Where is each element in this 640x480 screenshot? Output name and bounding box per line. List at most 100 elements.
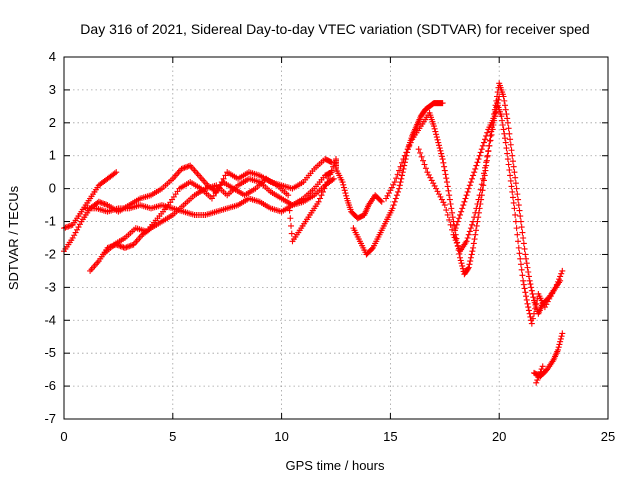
data-point-dense [479,175,486,182]
data-point-dense [492,109,499,116]
data-point-dense [420,157,427,164]
data-point-dense [516,250,523,257]
data-point [483,159,490,166]
data-point-dense [438,150,445,157]
data-point-dense [287,215,294,222]
y-tick-label: 4 [49,49,56,64]
data-point-dense [507,136,514,143]
data-point [457,254,464,261]
data-point [539,363,546,370]
data-point-dense [510,163,517,170]
data-point-dense [395,188,402,195]
data-point-dense [517,213,524,220]
data-point-dense [557,335,564,342]
data-point-dense [487,137,494,144]
data-point-dense [390,181,397,188]
data-point-dense [451,234,458,241]
data-point-dense [475,196,482,203]
data-point-dense [471,214,478,221]
data-point-dense [417,149,424,156]
data-point-dense [470,240,477,247]
data-point-dense [533,300,540,307]
data-point-dense [484,129,491,136]
data-point-dense [462,195,469,202]
data-point-dense [432,128,439,135]
data-point-dense [558,333,565,340]
data-point [526,277,533,284]
data-point-dense [443,175,450,182]
data-point-dense [466,182,473,189]
data-point-dense [440,159,447,166]
data-point [517,218,524,225]
data-point-dense [458,208,465,215]
data-point-dense [461,198,468,205]
data-point-dense [285,199,292,206]
data-point-dense [509,158,516,165]
data-point-dense [484,153,491,160]
x-tick-label: 5 [169,429,176,444]
data-point-dense [482,164,489,171]
data-point [330,175,337,182]
data-point-dense [288,230,295,237]
data-point-dense [534,377,541,384]
data-point-dense [508,147,515,154]
data-point-dense [341,187,348,194]
data-point-dense [434,136,441,143]
data-point-dense [399,159,406,166]
data-point-dense [472,209,479,216]
data-point-dense [510,199,517,206]
data-point-dense [436,145,443,152]
data-point [441,202,448,209]
data-point-dense [476,152,483,159]
data-point [439,156,446,163]
data-point-dense [505,161,512,168]
data-point-dense [528,284,535,291]
data-point-dense [493,106,500,113]
y-tick-label: 2 [49,115,56,130]
data-point-dense [396,182,403,189]
data-point-dense [514,231,521,238]
data-point-dense [368,245,375,252]
data-point-dense [525,269,532,276]
data-point-dense [449,214,456,221]
x-tick-label: 10 [274,429,288,444]
data-point [285,192,292,199]
y-tick-label: -6 [44,378,56,393]
data-point-dense [473,222,480,229]
data-point-dense [478,181,485,188]
data-point-dense [75,224,82,231]
y-tick-label: 0 [49,181,56,196]
data-point-dense [438,196,445,203]
data-point-dense [444,211,451,218]
data-point-dense [74,226,81,233]
data-point-dense [504,150,511,157]
data-point [439,100,446,107]
data-point-dense [506,166,513,173]
x-tick-label: 0 [60,429,67,444]
data-point-dense [523,255,530,262]
data-point-dense [473,162,480,169]
data-point-dense [469,175,475,182]
data-point-dense [483,132,490,139]
data-point-dense [480,170,487,177]
data-point-dense [467,258,474,265]
data-point-dense [440,199,447,206]
data-point-dense [512,211,519,218]
data-point-dense [454,218,461,225]
data-point-dense [397,163,404,170]
data-point-dense [519,229,526,236]
data-point-dense [72,229,79,236]
data-point-dense [391,198,398,205]
data-point-dense [398,175,405,182]
data-point-dense [438,153,445,160]
data-point [448,205,455,212]
data-point-dense [503,145,510,152]
data-point-dense [513,225,520,232]
data-point [509,152,516,159]
data-point [452,225,459,232]
data-point-dense [503,111,510,118]
data-point [424,169,431,176]
data-point-dense [465,231,472,238]
data-point-dense [514,191,521,198]
